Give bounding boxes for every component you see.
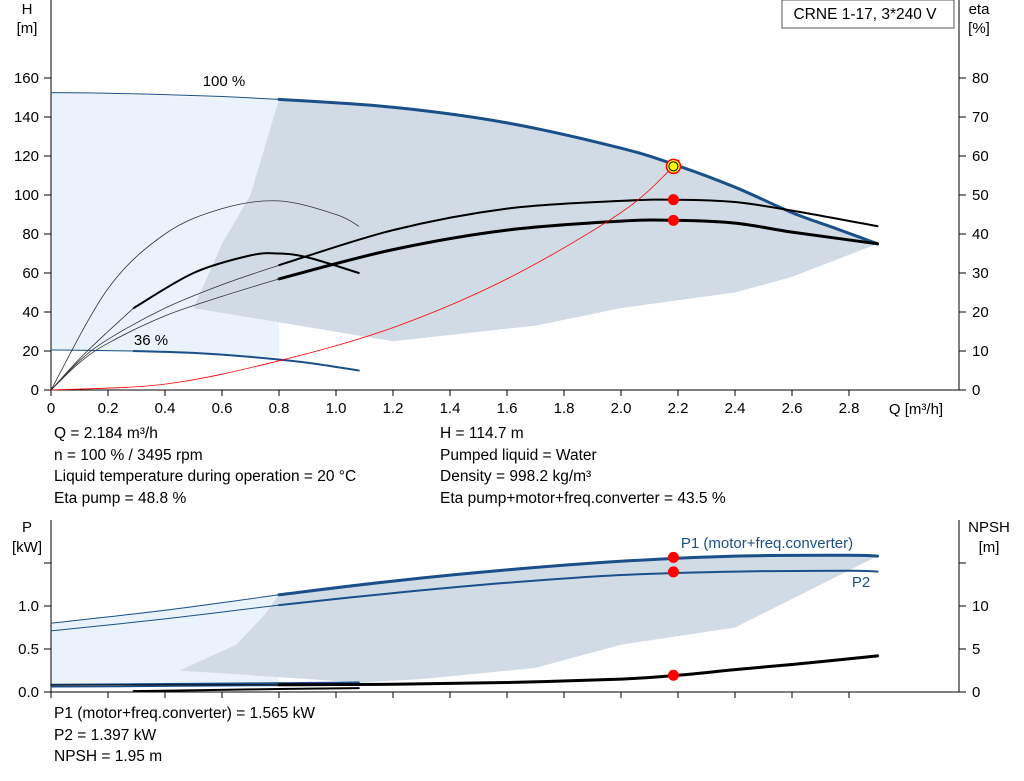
head-tick-label: 80 — [22, 226, 39, 243]
operating-point-eta — [667, 214, 679, 226]
head-tick-label: 40 — [22, 304, 39, 321]
power-info: P1 (motor+freq.converter) = 1.565 kW P2 … — [54, 703, 315, 768]
eta-tick-label: 0 — [972, 382, 980, 399]
curve-label-p2: P2 — [852, 574, 870, 591]
series-P2-thin — [50, 604, 280, 632]
operating-info-left: Q = 2.184 m³/h n = 100 % / 3495 rpm Liqu… — [54, 423, 356, 509]
series-eta-36-thin — [50, 307, 134, 391]
model-label: CRNE 1-17, 3*240 V — [793, 6, 937, 23]
eta-tick-label: 80 — [972, 70, 989, 87]
info-pumped-liquid: Pumped liquid = Water — [440, 446, 597, 464]
info-p1: P1 (motor+freq.converter) = 1.565 kW — [54, 705, 316, 722]
flow-tick-label: 2.8 — [839, 400, 860, 417]
info-flow: Q = 2.184 m³/h — [54, 425, 158, 442]
head-axis-title-unit: [m] — [17, 20, 38, 37]
head-tick-label: 160 — [14, 70, 39, 87]
power-dark-area — [179, 555, 878, 683]
dark-operating-area — [193, 99, 878, 342]
series-P1-36 — [50, 681, 360, 686]
head-tick-label: 120 — [14, 148, 39, 165]
series-H-100-thin — [50, 92, 280, 100]
series-NPSH — [277, 654, 879, 687]
series-H-100 — [277, 97, 879, 246]
power-tick-label: 1.0 — [18, 598, 39, 615]
flow-tick-label: 1.4 — [440, 400, 461, 417]
npsh-tick-label: 10 — [972, 598, 989, 615]
flow-axis-title: Q [m³/h] — [889, 401, 943, 418]
info-liquid-temp: Liquid temperature during operation = 20… — [54, 468, 357, 485]
power-npsh-chart: 0.0 0.5 1.0 0 5 10 P1 (motor+freq.converter) P2 — [18, 520, 989, 701]
operating-point-eta — [667, 194, 679, 206]
model-label-box — [781, 0, 955, 29]
npsh-axis-title-unit: [m] — [979, 539, 1000, 556]
series-etapump-100-thin — [50, 264, 280, 391]
head-tick-label: 20 — [22, 343, 39, 360]
head-tick-label: 60 — [22, 265, 39, 282]
series-system-curve — [50, 159, 680, 391]
head-axis-title-h: H — [22, 1, 33, 18]
head-tick-label: 140 — [14, 109, 39, 126]
eta-tick-label: 10 — [972, 343, 989, 360]
series-eta-100-thin — [50, 278, 280, 391]
info-head: H = 114.7 m — [440, 425, 524, 442]
power-axis-title-unit: [kW] — [12, 539, 42, 556]
flow-tick-label: 2.6 — [782, 400, 803, 417]
flow-tick-label: 1.6 — [497, 400, 518, 417]
series-eta-36 — [132, 252, 360, 310]
flow-tick-label: 0.2 — [98, 400, 119, 417]
info-speed: n = 100 % / 3495 rpm — [54, 446, 203, 464]
flow-tick-label: 2.0 — [611, 400, 632, 417]
flow-tick-label: 0.6 — [212, 400, 233, 417]
eta-tick-label: 50 — [972, 187, 989, 204]
curve-label-p1: P1 (motor+freq.converter) — [681, 535, 853, 552]
flow-tick-label: 0 — [47, 400, 55, 417]
operating-info-right: H = 114.7 m Pumped liquid = Water Densit… — [440, 423, 726, 509]
eta-axis-title-unit: [%] — [968, 20, 990, 37]
series-P1-thin — [50, 594, 280, 624]
eta-tick-label: 70 — [972, 109, 989, 126]
eta-tick-label: 20 — [972, 304, 989, 321]
info-p2: P2 = 1.397 kW — [54, 726, 157, 744]
series-P1 — [277, 553, 879, 597]
curve-label-36: 36 % — [134, 332, 168, 349]
operating-point-power — [667, 566, 679, 578]
npsh-tick-label: 0 — [972, 684, 980, 701]
eta-tick-label: 30 — [972, 265, 989, 282]
power-tick-label: 0.0 — [18, 684, 39, 701]
eta-axis-title: eta — [969, 1, 991, 18]
series-P2 — [278, 569, 879, 607]
flow-tick-label: 1.2 — [383, 400, 404, 417]
series-etapump-36-thin — [50, 200, 360, 391]
operating-point-power — [667, 551, 679, 563]
npsh-tick-label: 5 — [972, 641, 980, 658]
series-H-36 — [132, 350, 360, 372]
series-etapump-100 — [278, 198, 879, 267]
duty-point-core — [668, 161, 679, 172]
series-NPSH-36 — [132, 687, 360, 693]
flow-tick-label: 0.4 — [155, 400, 176, 417]
flow-tick-label: 2.2 — [668, 400, 689, 417]
flow-tick-label: 2.4 — [725, 400, 746, 417]
npsh-axis-title: NPSH — [968, 519, 1010, 536]
eta-tick-label: 40 — [972, 226, 989, 243]
curve-label-100: 100 % — [203, 73, 246, 90]
operating-point-power — [667, 669, 679, 681]
flow-tick-label: 0.8 — [269, 400, 290, 417]
info-density: Density = 998.2 kg/m³ — [440, 468, 592, 485]
head-efficiency-chart: 0 0.2 0.4 0.6 0.8 1.0 1.2 1.4 1.6 1.8 2.0 2.2 2.4 2.6… — [14, 0, 989, 417]
info-eta-total: Eta pump+motor+freq.converter = 43.5 % — [440, 489, 726, 507]
power-axis-title: P — [22, 519, 32, 536]
info-eta-pump: Eta pump = 48.8 % — [54, 489, 187, 507]
flow-tick-label: 1.8 — [554, 400, 575, 417]
series-eta-100 — [277, 218, 879, 281]
head-tick-label: 0 — [31, 382, 39, 399]
eta-tick-label: 60 — [972, 148, 989, 165]
info-npsh: NPSH = 1.95 m — [54, 748, 163, 765]
series-H-36-thin — [50, 349, 135, 352]
power-tick-label: 0.5 — [18, 641, 39, 658]
flow-tick-label: 1.0 — [326, 400, 347, 417]
head-tick-label: 100 — [14, 187, 39, 204]
